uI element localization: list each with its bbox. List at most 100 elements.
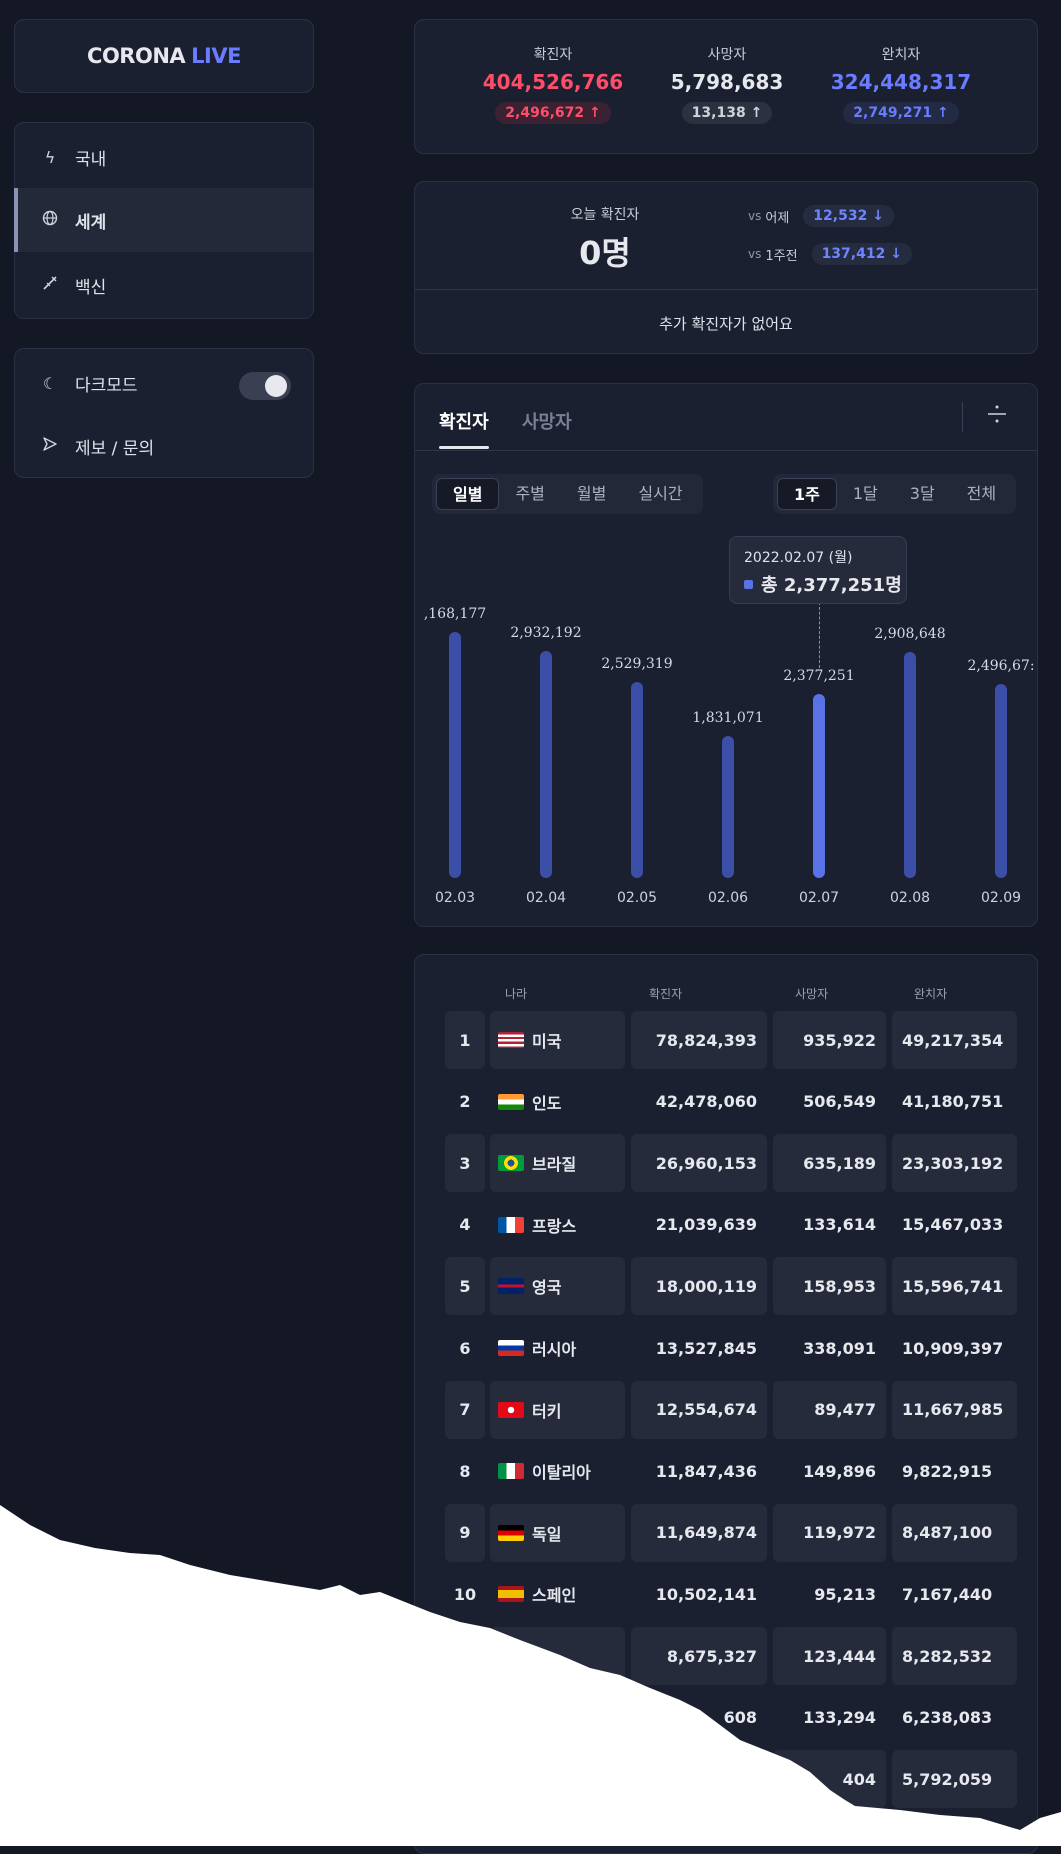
row-country[interactable]: 이탈리아 [490, 1442, 625, 1500]
moon-icon: ☾ [42, 373, 58, 393]
arrow-up-icon: ↑ [936, 105, 949, 121]
confirmed-value: 42,478,060 [655, 1092, 757, 1112]
range-all[interactable]: 전체 [966, 484, 997, 503]
sidebar-item-world[interactable]: 세계 [14, 188, 313, 252]
settings-panel: ☾ 다크모드 제보 / 문의 [14, 348, 314, 478]
period-realtime[interactable]: 실시간 [638, 484, 683, 503]
vs-prefix: vs [748, 209, 762, 223]
confirmed-value: 608 [723, 1708, 757, 1728]
rank-value: 10 [453, 1584, 477, 1604]
range-3m[interactable]: 3달 [909, 484, 935, 503]
chart-bar[interactable] [540, 650, 552, 878]
row-deaths: 338,091 [773, 1319, 886, 1377]
period-selector: 일별 주별 월별 실시간 [432, 474, 703, 514]
chart-bar[interactable] [449, 632, 461, 878]
vs-prefix: vs [748, 247, 762, 261]
toggle-knob [265, 375, 287, 397]
period-monthly[interactable]: 월별 [576, 484, 607, 503]
row-confirmed [631, 1750, 767, 1809]
tooltip-prefix: 총 [761, 575, 778, 596]
total-label: 완치자 [881, 47, 921, 63]
recovered-value: 10,909,397 [902, 1338, 1004, 1358]
chart-bar[interactable] [995, 684, 1007, 878]
country-flag-icon [498, 1524, 524, 1541]
rank-value: 5 [459, 1276, 471, 1296]
header-country: 나라 [505, 987, 528, 1001]
row-deaths: 158,953 [773, 1257, 886, 1316]
darkmode-toggle[interactable] [239, 372, 291, 400]
today-panel: 오늘 확진자 0명 vs 어제 12,532 ↓ vs 1주전 137,412 … [414, 181, 1038, 354]
sidebar-item-domestic[interactable]: ϟ 국내 [15, 125, 313, 189]
row-country[interactable]: 브라질 [490, 1134, 625, 1193]
row-country[interactable]: 인도 [490, 1073, 625, 1131]
tooltip-value-row: 총 2,377,251명 [744, 571, 902, 597]
country-name: 이탈리아 [532, 1463, 591, 1483]
row-confirmed: 13,527,845 [631, 1319, 767, 1377]
sidebar-item-vaccine[interactable]: 백신 [15, 253, 313, 317]
tab-deaths[interactable]: 사망자 [522, 412, 572, 433]
chart-bar[interactable] [722, 735, 734, 878]
row-recovered: 49,217,354 [892, 1011, 1017, 1069]
row-country[interactable]: 영국 [490, 1257, 625, 1316]
chart-bar[interactable] [631, 681, 643, 878]
row-country[interactable]: 독일 [490, 1503, 625, 1562]
total-change: 2,496,672 ↑ [495, 102, 611, 124]
logo[interactable]: CORONA LIVE [14, 19, 314, 93]
confirmed-value: 26,960,153 [655, 1153, 757, 1173]
x-tick-label: 02.09 [980, 890, 1022, 906]
sidebar-nav: ϟ 국내 세계 백신 [14, 122, 314, 319]
period-weekly[interactable]: 주별 [515, 484, 545, 503]
range-1m[interactable]: 1달 [852, 484, 878, 503]
total-change: 13,138 ↑ [681, 102, 773, 124]
rank-value: 9 [459, 1523, 471, 1543]
divide-icon[interactable] [985, 402, 1015, 432]
period-daily[interactable]: 일별 [436, 478, 500, 510]
report-link[interactable]: 제보 / 문의 [15, 414, 313, 478]
recovered-value: 23,303,192 [902, 1153, 1004, 1173]
globe-icon [39, 210, 61, 230]
row-rank: 10 [445, 1565, 485, 1623]
chart-panel: 확진자 사망자 일별 주별 월별 실시간 1주 1달 3달 전체 ,168,17… [414, 383, 1038, 927]
total-value: 324,448,317 [830, 70, 972, 94]
confirmed-value: 12,554,674 [655, 1400, 757, 1420]
row-confirmed: 8,675,327 [631, 1627, 767, 1685]
row-country[interactable]: 러시아 [490, 1319, 625, 1377]
row-recovered: 41,180,751 [892, 1073, 1017, 1131]
vs-week-pill: 137,412 ↓ [811, 243, 912, 265]
darkmode-row[interactable]: ☾ 다크모드 [15, 351, 313, 415]
bar-data-label: 2,496,67: [967, 658, 1035, 675]
row-country[interactable] [490, 1750, 625, 1809]
country-name: 터키 [532, 1401, 562, 1421]
header-confirmed: 확진자 [649, 987, 683, 1001]
deaths-value: 506,549 [803, 1092, 876, 1112]
row-confirmed: 26,960,153 [631, 1134, 767, 1193]
deaths-value: 133,614 [803, 1215, 876, 1235]
chart-bar[interactable] [813, 693, 825, 878]
range-1w[interactable]: 1주 [777, 478, 837, 510]
range-selector: 1주 1달 3달 전체 [773, 474, 1017, 514]
row-deaths: 149,896 [773, 1442, 886, 1500]
row-country[interactable] [490, 1689, 625, 1747]
sidebar-item-label: 백신 [75, 277, 107, 298]
change-value: 2,749,271 [853, 105, 933, 121]
today-value: 0명 [579, 234, 631, 272]
bar-data-label: 2,908,648 [874, 626, 946, 643]
tab-confirmed[interactable]: 확진자 [439, 412, 489, 433]
row-country[interactable]: 프랑스 [490, 1196, 625, 1254]
row-deaths: 119,972 [773, 1503, 886, 1562]
row-country[interactable]: 터키 [490, 1380, 625, 1439]
vs-yesterday: vs 어제 12,532 ↓ [748, 205, 894, 227]
recovered-value: 8,487,100 [902, 1523, 993, 1543]
arrow-up-icon: ↑ [750, 105, 763, 121]
row-rank: 7 [445, 1380, 485, 1439]
rank-value: 1 [459, 1030, 471, 1050]
row-country[interactable]: 미국 [490, 1011, 625, 1069]
row-country[interactable] [490, 1627, 625, 1685]
bar-data-label: 2,377,251 [783, 667, 855, 684]
header-recovered: 완치자 [914, 987, 948, 1001]
chart-bar[interactable] [904, 652, 916, 878]
row-recovered: 8,487,100 [892, 1503, 1017, 1562]
bar-data-label: 2,529,319 [601, 655, 673, 672]
row-country[interactable]: 스페인 [490, 1565, 625, 1623]
row-confirmed: 11,847,436 [631, 1442, 767, 1500]
